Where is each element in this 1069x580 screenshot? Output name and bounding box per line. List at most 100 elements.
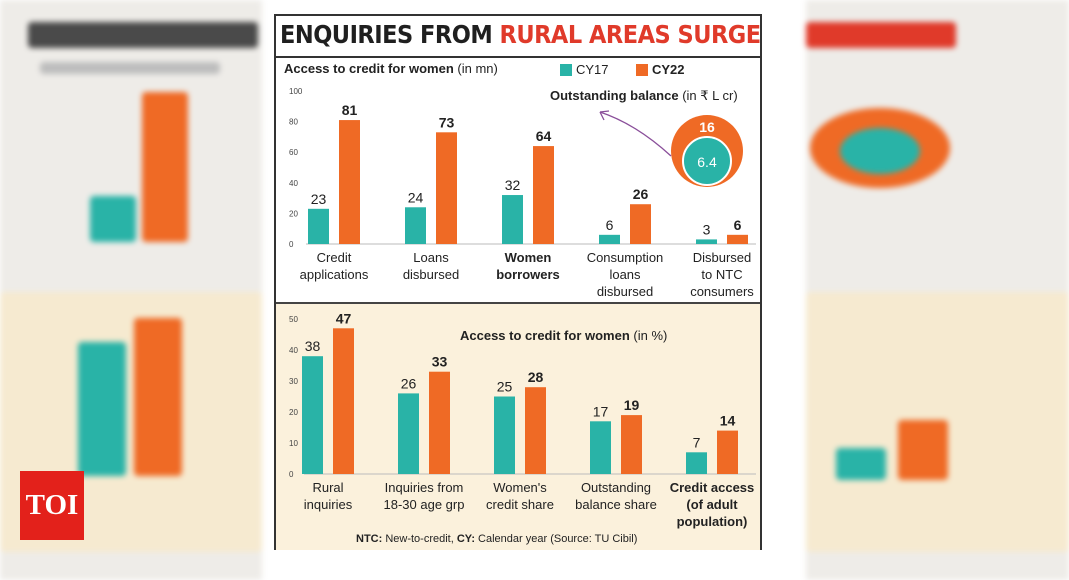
footnote: NTC: New-to-credit, CY: Calendar year (S… [356,533,637,545]
top-chart-bar-cy17 [599,234,620,244]
top-chart-bar-cy17 [502,195,523,244]
top-chart-category-label: Loans [413,250,449,265]
headline: ENQUIRIES FROM RURAL AREAS SURGE [280,20,761,49]
legend-label-cy17: CY17 [576,62,609,77]
top-chart-bar-cy22 [339,120,360,244]
bottom-chart-category-label: Rural [312,480,343,495]
headline-rule [276,56,760,58]
bg-shape [806,22,956,48]
bg-shape [78,342,126,476]
bg-shape [840,128,920,174]
top-chart-value-label-cy22: 73 [439,114,455,130]
top-chart-category-label: Consumption [587,250,664,265]
top-chart-bar-cy22 [630,204,651,244]
bg-shape [898,420,948,480]
donut-inner-value-label: 6.4 [697,154,717,170]
top-chart-value-label-cy17: 32 [505,177,521,193]
top-chart-category-label: consumers [690,284,754,299]
top-chart-category-label: to NTC [701,267,742,282]
top-chart-ytick-label: 40 [289,179,298,188]
bottom-chart-ytick-label: 50 [289,315,298,324]
donut-pointer-line [599,111,672,157]
bottom-chart-category-label: inquiries [304,497,353,512]
top-chart-category-label: disbursed [403,267,459,282]
bottom-chart-ytick-label: 0 [289,470,294,479]
bottom-chart-bar-cy22 [717,430,738,474]
bottom-chart-category-label: Inquiries from [385,480,464,495]
top-chart-category-label: applications [300,267,369,282]
legend-swatch-cy22 [636,64,648,76]
bottom-chart-value-label-cy22: 33 [432,354,448,370]
top-chart-value-label-cy22: 64 [536,128,552,144]
donut-inner-cy17 [682,136,732,186]
bg-shape [134,318,182,476]
top-chart-category-label: Disbursed [693,250,752,265]
headline-part1: ENQUIRIES FROM [280,20,493,49]
footnote-cy-key: CY: [457,533,478,545]
bottom-chart-value-label-cy22: 19 [624,397,640,413]
bottom-chart-ytick-label: 10 [289,439,298,448]
top-chart-bar-cy22 [727,234,748,244]
legend-swatch-cy17 [560,64,572,76]
top-chart-category-label: Women [505,250,552,265]
bottom-chart-title: Access to credit for women (in %) [460,328,667,343]
top-chart-bar-cy17 [308,208,329,244]
panel-divider [276,302,760,304]
infographic-card: ENQUIRIES FROM RURAL AREAS SURGE Access … [274,14,762,550]
bottom-chart-value-label-cy17: 26 [401,375,417,391]
top-chart-value-label-cy17: 3 [703,221,711,237]
footnote-ntc-key: NTC: [356,533,385,545]
top-chart-ytick-label: 0 [289,240,294,249]
bottom-chart-ytick-label: 30 [289,377,298,386]
top-chart-value-label-cy17: 24 [408,189,424,205]
bottom-chart-category-label: population) [677,514,748,529]
bg-shape [836,448,886,480]
bottom-chart-value-label-cy22: 28 [528,369,544,385]
bottom-chart-category-label: (of adult [686,497,738,512]
donut-title: Outstanding balance (in ₹ L cr) [550,88,738,103]
top-chart-bar-cy22 [533,146,554,244]
bottom-chart-category-label: credit share [486,497,554,512]
bottom-chart-ytick-label: 40 [289,346,298,355]
top-chart-value-label-cy17: 6 [606,217,614,233]
bottom-chart-value-label-cy17: 25 [497,379,513,395]
bottom-panel-background [276,304,760,550]
bottom-chart-bar-cy17 [398,393,419,474]
top-chart-ytick-label: 80 [289,118,298,127]
bottom-chart-bar-cy17 [590,421,611,474]
bottom-chart-bar-cy22 [621,415,642,474]
background-right [806,0,1069,580]
bottom-chart-ytick-label: 20 [289,408,298,417]
top-chart-category-label: borrowers [496,267,560,282]
top-chart-value-label-cy22: 6 [734,217,742,233]
bottom-chart-bar-cy22 [333,328,354,474]
bottom-chart-value-label-cy17: 17 [593,403,609,419]
bottom-chart-category-label: Credit access [670,480,755,495]
bottom-chart-bar-cy22 [525,387,546,474]
legend-label-cy22: CY22 [652,62,685,77]
bottom-chart-category-label: balance share [575,497,657,512]
top-chart-value-label-cy22: 26 [633,186,649,202]
footnote-ntc-text: New-to-credit, [385,533,457,545]
top-chart-category-label: disbursed [597,284,653,299]
bottom-chart-value-label-cy22: 14 [720,413,736,429]
top-chart-bar-cy17 [696,239,717,244]
top-chart-value-label-cy17: 23 [311,191,327,207]
top-chart-bar-cy17 [405,207,426,244]
bottom-chart-value-label-cy17: 7 [693,434,701,450]
top-chart-title: Access to credit for women (in mn) [284,61,498,76]
top-chart-title-unit: (in mn) [457,61,497,76]
top-chart-value-label-cy22: 81 [342,102,358,118]
bottom-chart-category-label: Women's [493,480,547,495]
bg-shape [40,62,220,74]
top-chart-category-label: Credit [317,250,352,265]
bottom-chart-value-label-cy17: 38 [305,338,321,354]
donut-pointer-arrowhead [599,110,610,121]
donut-outer-value-label: 16 [699,119,715,135]
bottom-chart-bar-cy22 [429,371,450,474]
bottom-chart-bar-cy17 [302,356,323,474]
top-chart-ytick-label: 60 [289,148,298,157]
top-chart-ytick-label: 20 [289,209,298,218]
chart-canvas: Access to credit for women (in mn) CY17 CY… [284,61,756,545]
bg-shape [142,92,188,242]
